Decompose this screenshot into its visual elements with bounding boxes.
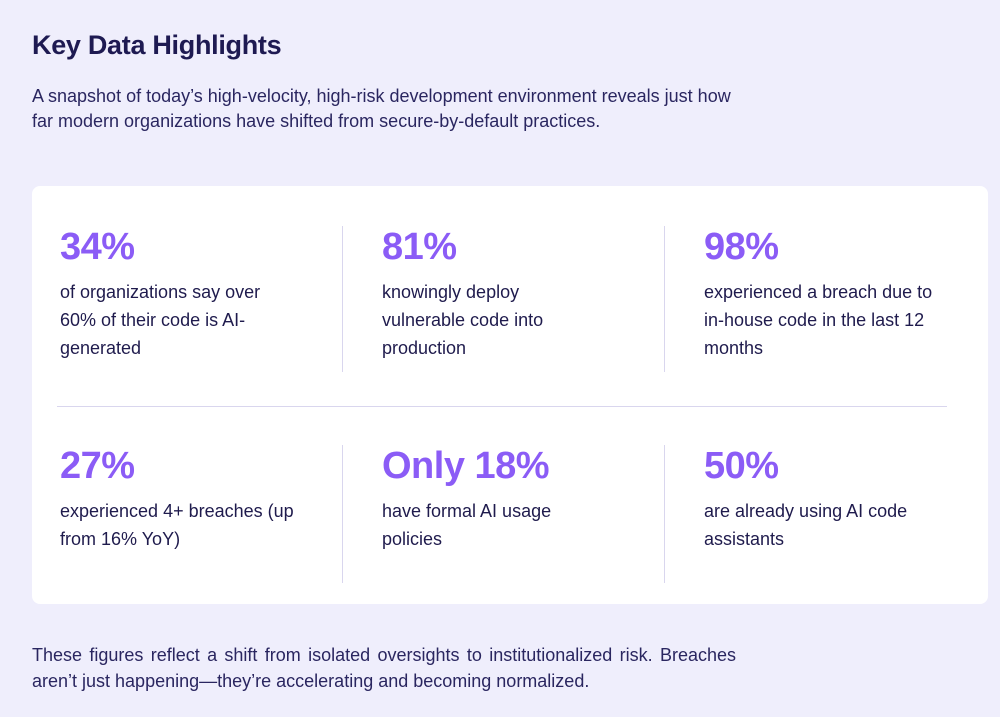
stat-card-2: 81% knowingly deploy vulnerable code int… xyxy=(382,226,622,362)
stat-card-6: 50% are already using AI code assistants xyxy=(704,445,944,553)
column-divider xyxy=(342,226,343,372)
stat-description: experienced a breach due to in-house cod… xyxy=(704,282,933,358)
highlights-card: 34% of organizations say over 60% of the… xyxy=(32,186,988,604)
stat-value: 81% xyxy=(382,226,457,268)
stat-value: Only 18% xyxy=(382,445,550,487)
row-divider xyxy=(57,406,947,407)
stat-description: have formal AI usage policies xyxy=(382,501,552,549)
stat-description: are already using AI code assistants xyxy=(704,501,908,549)
stat-card-4: 27% experienced 4+ breaches (up from 16%… xyxy=(60,445,300,553)
stat-value: 34% xyxy=(60,226,135,268)
page-title: Key Data Highlights xyxy=(32,30,282,60)
stat-card-5: Only 18% have formal AI usage policies xyxy=(382,445,622,553)
summary-text: These figures reflect a shift from isola… xyxy=(32,645,736,691)
stat-description: of organizations say over 60% of their c… xyxy=(60,282,261,358)
stat-value: 98% xyxy=(704,226,779,268)
stat-description: knowingly deploy vulnerable code into pr… xyxy=(382,282,544,358)
stat-value: 50% xyxy=(704,445,779,487)
stat-value: 27% xyxy=(60,445,135,487)
stat-card-3: 98% experienced a breach due to in-house… xyxy=(704,226,944,362)
column-divider xyxy=(342,445,343,583)
column-divider xyxy=(664,445,665,583)
column-divider xyxy=(664,226,665,372)
page-subtitle: A snapshot of today’s high-velocity, hig… xyxy=(32,86,731,131)
stat-description: experienced 4+ breaches (up from 16% YoY… xyxy=(60,501,294,549)
stat-card-1: 34% of organizations say over 60% of the… xyxy=(60,226,300,362)
